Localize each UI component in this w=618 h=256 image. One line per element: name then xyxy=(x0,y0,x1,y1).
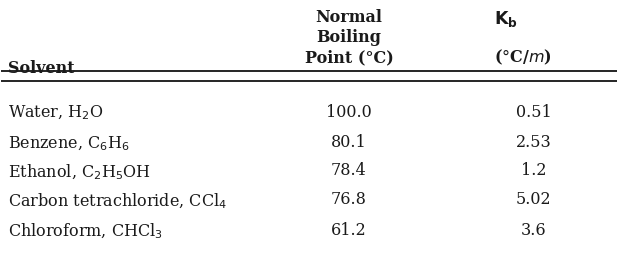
Text: ($\degree$C/$\mathit{m}$): ($\degree$C/$\mathit{m}$) xyxy=(494,48,551,68)
Text: Normal
Boiling
Point (°C): Normal Boiling Point (°C) xyxy=(305,9,394,67)
Text: 61.2: 61.2 xyxy=(331,222,367,239)
Text: 3.6: 3.6 xyxy=(521,222,546,239)
Text: Benzene, C$_6$H$_6$: Benzene, C$_6$H$_6$ xyxy=(7,134,129,153)
Text: 5.02: 5.02 xyxy=(516,191,551,208)
Text: 80.1: 80.1 xyxy=(331,134,367,151)
Text: 2.53: 2.53 xyxy=(515,134,551,151)
Text: Chloroform, CHCl$_3$: Chloroform, CHCl$_3$ xyxy=(7,222,163,241)
Text: Ethanol, C$_2$H$_5$OH: Ethanol, C$_2$H$_5$OH xyxy=(7,162,151,182)
Text: 76.8: 76.8 xyxy=(331,191,367,208)
Text: 1.2: 1.2 xyxy=(521,162,546,179)
Text: 78.4: 78.4 xyxy=(331,162,367,179)
Text: Solvent: Solvent xyxy=(7,60,74,77)
Text: $\mathbf{K}_\mathbf{b}$: $\mathbf{K}_\mathbf{b}$ xyxy=(494,9,517,29)
Text: Water, H$_2$O: Water, H$_2$O xyxy=(7,104,103,122)
Text: Carbon tetrachloride, CCl$_4$: Carbon tetrachloride, CCl$_4$ xyxy=(7,191,227,211)
Text: 100.0: 100.0 xyxy=(326,104,372,121)
Text: 0.51: 0.51 xyxy=(515,104,551,121)
